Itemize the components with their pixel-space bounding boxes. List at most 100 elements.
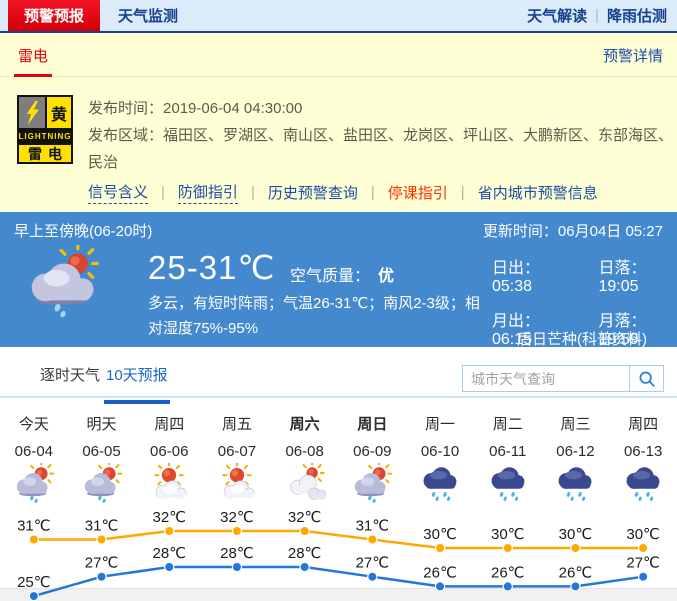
link-history-query[interactable]: 历史预警查询 <box>267 185 358 202</box>
alert-sub-nav: 雷电 预警详情 <box>0 33 677 77</box>
air-quality-label: 空气质量： <box>290 268 371 285</box>
low-temp-label: 28℃ <box>220 545 254 562</box>
publish-time-line: 发布时间：2019-06-04 04:30:00 <box>88 95 674 122</box>
low-temp-point <box>502 581 513 592</box>
forecast-icons-row <box>0 463 677 508</box>
link-signal-meaning[interactable]: 信号含义 <box>88 181 149 204</box>
badge-color-label: 黄 <box>47 97 71 128</box>
tab-weather-monitor[interactable]: 天气监测 <box>118 8 179 25</box>
forecast-date: 06-05 <box>82 443 121 460</box>
high-temp-point <box>96 534 107 545</box>
tab-ten-day-forecast[interactable]: 10天预报 <box>104 364 170 404</box>
rain-icon <box>484 463 532 503</box>
high-temp-point <box>570 542 581 554</box>
forecast-day[interactable]: 周五 <box>221 416 252 433</box>
forecast-day[interactable]: 周一 <box>425 416 456 433</box>
high-temp-label: 31℃ <box>17 518 51 535</box>
forecast-date: 06-12 <box>556 443 595 460</box>
divider: | <box>370 184 375 201</box>
rain-icon <box>551 463 599 503</box>
forecast-day[interactable]: 周四 <box>628 416 659 433</box>
high-temp-point <box>28 534 40 545</box>
forecast-day[interactable]: 周日 <box>357 416 388 433</box>
air-quality: 空气质量： 优 <box>290 262 394 286</box>
temperature-trend-chart: 31℃ 31℃ 32℃ 32℃ 32℃ 31℃ 30℃ 30℃ 30℃ 30℃ 25℃ 27℃ 28℃ 2… <box>17 509 660 601</box>
forecast-day[interactable]: 周四 <box>154 416 185 433</box>
low-temp-label: 27℃ <box>85 555 119 572</box>
moonset: 月落：19:59 <box>598 313 647 348</box>
lightning-bolt-icon <box>19 97 45 128</box>
high-temp-label: 30℃ <box>559 526 593 543</box>
link-rain-estimate[interactable]: 降雨估测 <box>606 8 667 25</box>
publish-region-line: 发布区域：福田区、罗湖区、南山区、盐田区、龙岗区、坪山区、大鹏新区、东部海区、民… <box>88 122 674 176</box>
low-temp-point <box>570 581 581 592</box>
forecast-day[interactable]: 周三 <box>560 416 591 433</box>
link-province-city-alerts[interactable]: 省内城市预警信息 <box>477 185 598 202</box>
forecast-date: 06-11 <box>489 443 527 460</box>
temp-range: 25-31℃ <box>148 249 276 286</box>
weather-description: 多云，有短时阵雨；气温26-31℃；南风2-3级；相对湿度75%-95% <box>148 295 480 337</box>
lightning-warning-badge: 黄 LIGHTNING 雷电 <box>17 95 73 164</box>
publish-time-value: 2019-06-04 04:30:00 <box>163 100 303 117</box>
link-class-suspension[interactable]: 停课指引 <box>387 185 448 202</box>
high-temp-point <box>434 542 446 554</box>
low-temp-label: 28℃ <box>288 545 322 562</box>
low-temp-label: 27℃ <box>626 555 660 572</box>
divider: | <box>250 184 255 201</box>
forecast-date: 06-08 <box>285 443 324 460</box>
high-temp-point <box>231 525 243 537</box>
badge-type-cn: 雷电 <box>19 145 71 162</box>
city-search <box>462 365 664 392</box>
divider: | <box>460 184 465 201</box>
high-temp-label: 32℃ <box>220 509 254 526</box>
high-temp-point <box>502 542 513 554</box>
rain-icon <box>619 463 667 503</box>
link-defense-guide[interactable]: 防御指引 <box>177 181 238 204</box>
forecast-date: 06-06 <box>150 443 189 460</box>
alert-text-block: 发布时间：2019-06-04 04:30:00 发布区域：福田区、罗湖区、南山… <box>88 95 674 176</box>
forecast-date: 06-13 <box>623 443 663 460</box>
search-input[interactable] <box>462 365 630 392</box>
low-temp-label: 26℃ <box>559 564 593 581</box>
current-weather-section: 早上至傍晚(06-20时) 更新时间：06月04日 05:27 25-31℃ 空… <box>0 212 677 348</box>
sunset: 日落：19:05 <box>598 260 647 295</box>
alert-section: 雷电 预警详情 黄 LIGHTNING 雷电 发布时间：2019-06-04 0… <box>0 33 677 212</box>
top-nav-right: 天气解读 | 降雨估测 <box>527 0 667 31</box>
low-temp-label: 26℃ <box>491 564 525 581</box>
forecast-date: 06-04 <box>14 443 54 460</box>
cloud-sun-rain-icon <box>10 463 58 503</box>
high-temp-label: 30℃ <box>626 526 660 543</box>
sun-cloud-icon <box>213 463 261 503</box>
forecast-date: 06-10 <box>420 443 460 460</box>
sunrise: 日出：05:38 <box>492 260 541 295</box>
air-quality-value: 优 <box>378 268 395 285</box>
low-temp-point <box>96 571 107 582</box>
forecast-day-names: 今天 明天 周四 周五 周六 周日 周一 周二 周三 周四 <box>0 413 677 434</box>
badge-type-en: LIGHTNING <box>18 130 72 143</box>
low-temp-label: 25℃ <box>17 574 51 591</box>
update-time: 更新时间：06月04日 05:27 <box>482 223 663 240</box>
search-button[interactable] <box>629 365 664 392</box>
forecast-day[interactable]: 周六 <box>289 416 320 433</box>
low-temp-label: 27℃ <box>356 555 390 572</box>
forecast-day[interactable]: 今天 <box>18 416 49 433</box>
forecast-day[interactable]: 明天 <box>86 416 117 433</box>
forecast-tabs-row: 逐时天气 10天预报 <box>0 347 677 404</box>
forecast-day[interactable]: 周二 <box>492 416 523 433</box>
forecast-date: 06-07 <box>217 443 257 460</box>
top-nav: 预警预报 天气监测 天气解读 | 降雨估测 <box>0 0 677 33</box>
tab-hourly-weather[interactable]: 逐时天气 <box>40 367 101 384</box>
cloud-sun-rain-icon <box>348 463 396 503</box>
cloud-sun-rain-icon <box>18 245 110 317</box>
low-temp-point <box>299 561 310 573</box>
high-temp-point <box>637 542 649 554</box>
forecast-date: 06-09 <box>353 443 392 460</box>
tab-lightning-alert[interactable]: 雷电 <box>14 45 53 77</box>
tab-warning-forecast[interactable]: 预警预报 <box>8 0 100 31</box>
link-weather-interpret[interactable]: 天气解读 <box>527 8 588 25</box>
solar-term-link[interactable]: 后日芒种(科普资料) <box>517 331 647 348</box>
high-temp-label: 31℃ <box>356 518 390 535</box>
high-temp-point <box>367 534 378 545</box>
low-temp-point <box>28 590 40 601</box>
link-alert-details[interactable]: 预警详情 <box>602 48 663 65</box>
